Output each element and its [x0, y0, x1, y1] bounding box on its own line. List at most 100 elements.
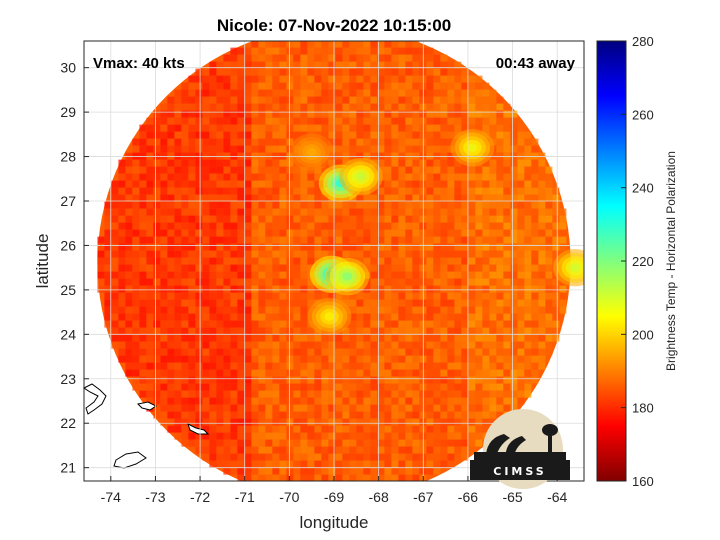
swath-pixel: [433, 383, 441, 391]
swath-pixel: [188, 124, 196, 132]
swath-pixel: [370, 264, 378, 272]
swath-pixel: [328, 208, 336, 216]
swath-pixel: [293, 264, 301, 272]
swath-pixel: [244, 110, 252, 118]
swath-pixel: [426, 257, 434, 265]
swath-pixel: [328, 446, 336, 454]
swath-pixel: [433, 145, 441, 153]
swath-pixel: [489, 383, 497, 391]
swath-pixel: [398, 173, 406, 181]
swath-pixel: [377, 194, 385, 202]
swath-pixel: [384, 278, 392, 286]
swath-pixel: [132, 369, 140, 377]
swath-pixel: [503, 397, 511, 405]
swath-pixel: [209, 173, 217, 181]
swath-pixel: [132, 152, 140, 160]
swath-pixel: [132, 278, 140, 286]
swath-pixel: [314, 397, 322, 405]
swath-pixel: [202, 236, 210, 244]
swath-pixel: [293, 355, 301, 363]
swath-pixel: [237, 327, 245, 335]
swath-pixel: [398, 236, 406, 244]
swath-pixel: [349, 75, 357, 83]
swath-pixel: [510, 229, 518, 237]
swath-pixel: [342, 390, 350, 398]
swath-pixel: [440, 103, 448, 111]
swath-pixel: [517, 299, 525, 307]
y-tick-label: 22: [60, 415, 76, 431]
swath-pixel: [195, 229, 203, 237]
swath-pixel: [475, 341, 483, 349]
swath-pixel: [153, 117, 161, 125]
swath-pixel: [300, 355, 308, 363]
swath-pixel: [405, 194, 413, 202]
swath-pixel: [223, 390, 231, 398]
swath-pixel: [321, 236, 329, 244]
swath-pixel: [265, 96, 273, 104]
swath-pixel: [111, 320, 119, 328]
swath-pixel: [286, 355, 294, 363]
swath-pixel: [517, 222, 525, 230]
swath-pixel: [230, 446, 238, 454]
swath-pixel: [111, 187, 119, 195]
swath-pixel: [314, 110, 322, 118]
swath-pixel: [510, 166, 518, 174]
swath-pixel: [146, 187, 154, 195]
swath-pixel: [188, 299, 196, 307]
swath-pixel: [216, 460, 224, 468]
swath-pixel: [174, 89, 182, 97]
swath-pixel: [223, 222, 231, 230]
swath-pixel: [363, 425, 371, 433]
swath-pixel: [510, 390, 518, 398]
swath-pixel: [412, 355, 420, 363]
swath-pixel: [475, 236, 483, 244]
swath-pixel: [503, 215, 511, 223]
swath-pixel: [125, 222, 133, 230]
swath-pixel: [475, 376, 483, 384]
swath-pixel: [377, 418, 385, 426]
swath-pixel: [272, 264, 280, 272]
swath-pixel: [209, 446, 217, 454]
swath-pixel: [223, 418, 231, 426]
swath-pixel: [265, 264, 273, 272]
swath-pixel: [244, 474, 252, 481]
swath-pixel: [398, 446, 406, 454]
swath-pixel: [447, 68, 455, 76]
swath-pixel: [230, 75, 238, 83]
swath-pixel: [363, 411, 371, 419]
swath-pixel: [356, 145, 364, 153]
swath-pixel: [139, 201, 147, 209]
swath-pixel: [559, 236, 567, 244]
swath-pixel: [391, 341, 399, 349]
swath-pixel: [202, 439, 210, 447]
swath-pixel: [475, 194, 483, 202]
swath-pixel: [426, 166, 434, 174]
swath-pixel: [475, 201, 483, 209]
swath-pixel: [426, 418, 434, 426]
swath-pixel: [237, 138, 245, 146]
swath-pixel: [237, 425, 245, 433]
swath-pixel: [321, 47, 329, 55]
swath-pixel: [391, 306, 399, 314]
swath-pixel: [216, 117, 224, 125]
swath-pixel: [174, 320, 182, 328]
swath-pixel: [468, 397, 476, 405]
swath-pixel: [272, 320, 280, 328]
swath-pixel: [286, 82, 294, 90]
swath-pixel: [244, 54, 252, 62]
swath-pixel: [461, 369, 469, 377]
swath-pixel: [412, 299, 420, 307]
swath-pixel: [342, 82, 350, 90]
swath-pixel: [300, 369, 308, 377]
swath-pixel: [468, 96, 476, 104]
swath-pixel: [230, 250, 238, 258]
swath-pixel: [286, 208, 294, 216]
swath-pixel: [202, 397, 210, 405]
swath-pixel: [188, 229, 196, 237]
swath-pixel: [307, 264, 315, 272]
swath-pixel: [391, 215, 399, 223]
swath-pixel: [433, 68, 441, 76]
swath-pixel: [370, 222, 378, 230]
swath-pixel: [482, 124, 490, 132]
swath-pixel: [272, 152, 280, 160]
